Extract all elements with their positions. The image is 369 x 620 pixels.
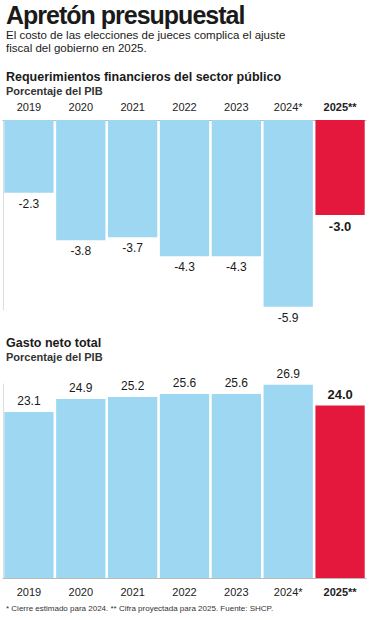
html-text:Requerimientos financieros del: Requerimientos financieros del sector pú… bbox=[6, 70, 282, 84]
svg-text:2019: 2019 bbox=[17, 586, 41, 598]
html-text:Apretón presupuestal: Apretón presupuestal bbox=[6, 1, 245, 29]
svg-text:2023: 2023 bbox=[224, 586, 248, 598]
svg-text:-3.0: -3.0 bbox=[329, 219, 351, 234]
html-text:* Cierre estimado para 2024. *: * Cierre estimado para 2024. ** Cifra pr… bbox=[6, 604, 274, 613]
svg-text:23.1: 23.1 bbox=[17, 394, 41, 408]
svg-text:25.6: 25.6 bbox=[225, 376, 249, 390]
svg-text:-4.3: -4.3 bbox=[174, 260, 195, 274]
svg-text:26.9: 26.9 bbox=[277, 367, 301, 381]
svg-text:25.6: 25.6 bbox=[173, 376, 197, 390]
svg-text:-3.7: -3.7 bbox=[122, 241, 143, 255]
svg-text:2024*: 2024* bbox=[274, 586, 303, 598]
html-text:Gasto neto total: Gasto neto total bbox=[6, 336, 102, 350]
svg-text:25.2: 25.2 bbox=[121, 379, 145, 393]
svg-text:24.9: 24.9 bbox=[69, 381, 93, 395]
svg-text:-2.3: -2.3 bbox=[19, 197, 40, 211]
svg-text:2022: 2022 bbox=[172, 586, 196, 598]
svg-text:-3.8: -3.8 bbox=[70, 244, 91, 258]
svg-text:2024*: 2024* bbox=[274, 101, 303, 113]
svg-text:2025**: 2025** bbox=[324, 586, 358, 598]
html-text:Porcentaje del PIB: Porcentaje del PIB bbox=[6, 85, 103, 97]
html-text:El costo de las elecciones de: El costo de las elecciones de jueces com… bbox=[6, 29, 286, 54]
svg-text:2022: 2022 bbox=[172, 101, 196, 113]
svg-text:2025**: 2025** bbox=[324, 101, 358, 113]
svg-text:2021: 2021 bbox=[120, 101, 144, 113]
svg-text:-4.3: -4.3 bbox=[226, 260, 247, 274]
svg-text:24.0: 24.0 bbox=[327, 387, 352, 402]
svg-text:2019: 2019 bbox=[17, 101, 41, 113]
svg-text:2023: 2023 bbox=[224, 101, 248, 113]
svg-text:2020: 2020 bbox=[69, 101, 93, 113]
html-text:Porcentaje del PIB: Porcentaje del PIB bbox=[6, 351, 103, 363]
svg-text:2020: 2020 bbox=[69, 586, 93, 598]
svg-text:-5.9: -5.9 bbox=[278, 311, 299, 325]
svg-text:2021: 2021 bbox=[120, 586, 144, 598]
